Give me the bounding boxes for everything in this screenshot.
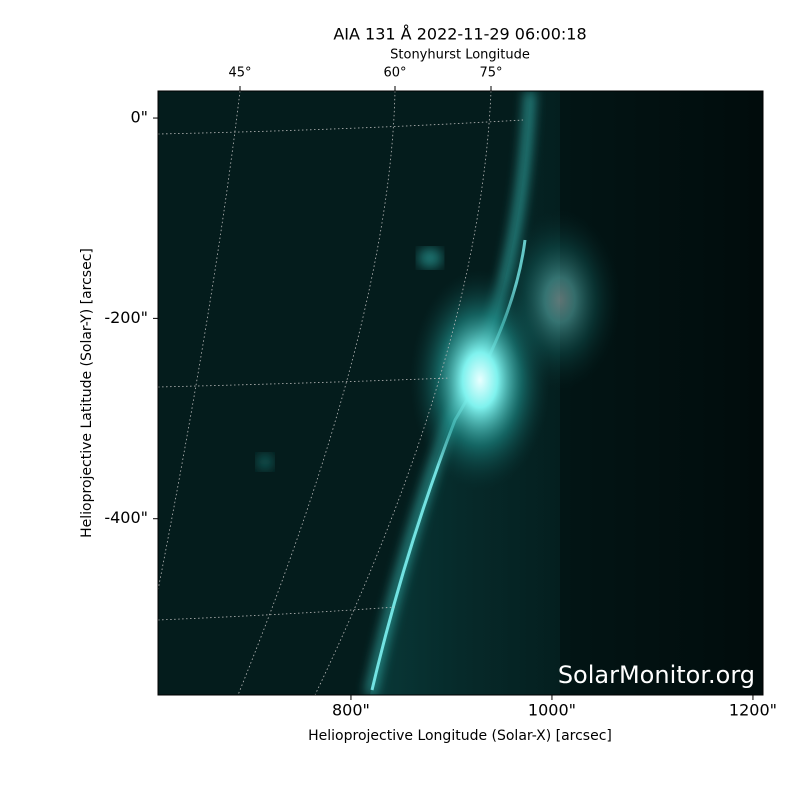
y-axis-label: Helioprojective Latitude (Solar-Y) [arcs… xyxy=(79,248,95,538)
x-tick-label: 1200" xyxy=(729,701,777,720)
top-tick-label: 60° xyxy=(383,66,406,81)
x-tick-label: 800" xyxy=(332,701,370,720)
y-tick-label: 0" xyxy=(130,108,148,127)
x-tick-label: 1000" xyxy=(528,701,576,720)
solar-image xyxy=(158,91,763,695)
top-axis-label: Stonyhurst Longitude xyxy=(390,48,530,63)
watermark: SolarMonitor.org xyxy=(558,661,755,689)
top-tick-label: 75° xyxy=(479,66,502,81)
title: AIA 131 Å 2022-11-29 06:00:18 xyxy=(333,25,586,44)
axes-frame xyxy=(157,90,764,696)
y-tick-label: -400" xyxy=(104,508,148,527)
coordinate-grid xyxy=(158,91,524,695)
top-tick-label: 45° xyxy=(228,66,251,81)
x-axis-label: Helioprojective Longitude (Solar-X) [arc… xyxy=(308,728,612,744)
y-tick-label: -200" xyxy=(104,308,148,327)
